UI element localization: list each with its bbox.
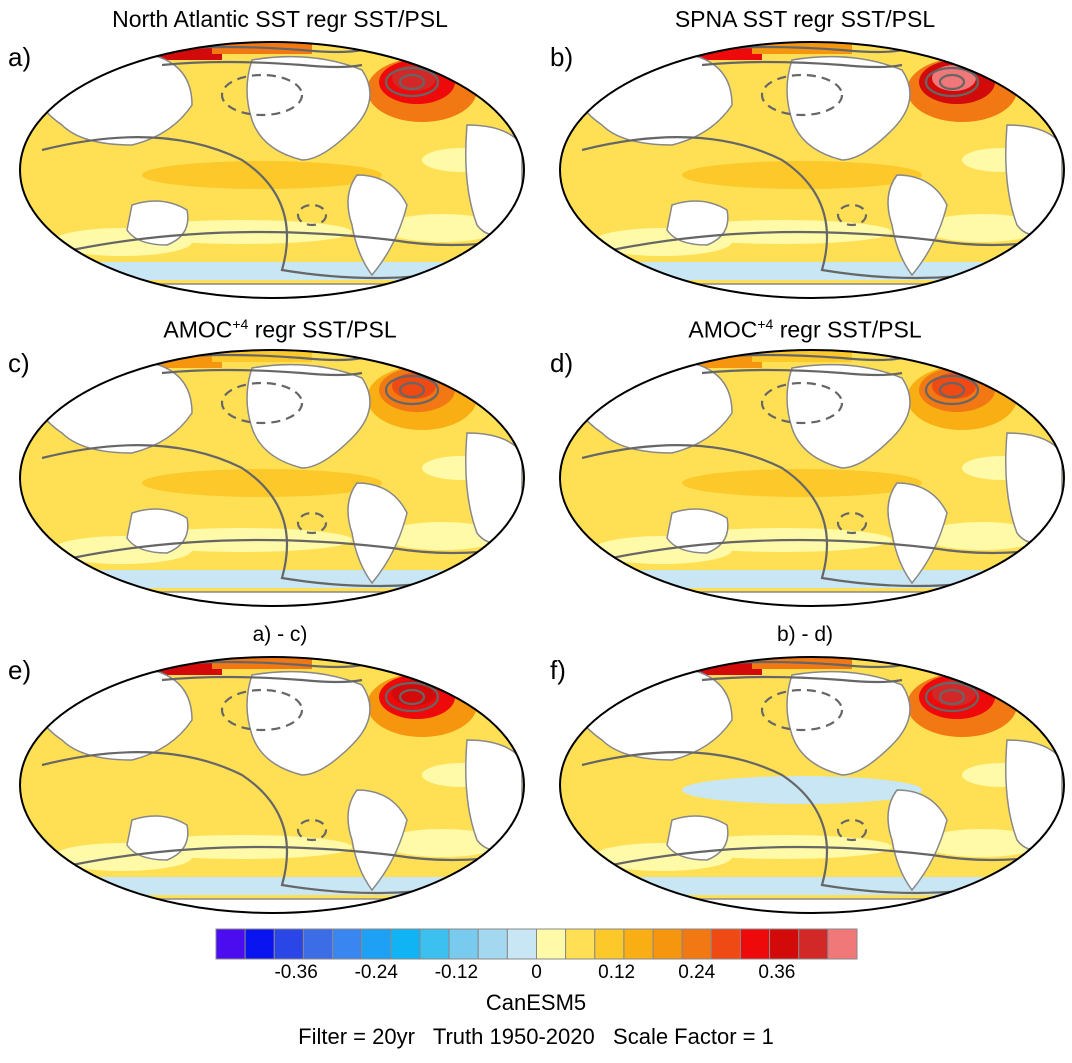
panel-title-d-main: AMOC	[688, 316, 758, 343]
panel-letter-d: d)	[550, 348, 574, 378]
colorbar-swatch	[710, 928, 741, 960]
footer-settings: Filter = 20yr Truth 1950-2020 Scale Fact…	[298, 1024, 774, 1049]
colorbar-swatch	[623, 928, 654, 960]
colorbar-swatch	[448, 928, 479, 960]
panel-title-f: b) - d)	[560, 623, 1050, 647]
map-1	[559, 41, 1065, 299]
colorbar-swatch	[273, 928, 304, 960]
colorbar-swatch	[739, 928, 771, 960]
footer-model: CanESM5	[485, 990, 587, 1015]
map-4	[19, 656, 525, 914]
map-panel-a	[19, 41, 1065, 914]
panel-letter-e: e)	[8, 655, 32, 685]
colorbar-tick-label: 0.12	[598, 962, 636, 983]
panel-title-c: AMOC+4 regr SST/PSL	[35, 316, 525, 344]
panel-title-d-sup: +4	[757, 316, 774, 332]
colorbar-swatch	[332, 928, 363, 960]
colorbar-tick-label: 0.24	[678, 962, 716, 983]
colorbar-swatch	[594, 928, 625, 960]
colorbar-swatch	[536, 928, 567, 960]
colorbar-tick-label: -0.12	[434, 962, 479, 983]
panel-title-b: SPNA SST regr SST/PSL	[560, 6, 1050, 33]
panel-title-c-sup: +4	[232, 316, 249, 332]
panel-letter-c: c)	[8, 348, 30, 378]
colorbar-swatch	[361, 928, 392, 960]
colorbar-tick-label: 0	[531, 962, 542, 983]
colorbar-swatch	[244, 928, 275, 960]
colorbar-tick-label: 0.36	[758, 962, 796, 983]
panel-title-e: a) - c)	[35, 623, 525, 647]
panel-letter-f: f)	[550, 655, 566, 685]
colorbar-swatch	[302, 928, 334, 960]
colorbar-swatch	[390, 928, 421, 960]
colorbar-swatch	[565, 928, 596, 960]
panel-title-d-rest: regr SST/PSL	[773, 316, 922, 343]
panel-title-e-main: a) - c)	[252, 623, 308, 646]
panel-title-a-main: North Atlantic SST regr SST/PSL	[112, 6, 448, 32]
panel-title-f-main: b) - d)	[776, 623, 833, 646]
panel-title-c-main: AMOC	[163, 316, 233, 343]
colorbar-swatch	[477, 928, 508, 960]
panel-title-d: AMOC+4 regr SST/PSL	[560, 316, 1050, 344]
map-3	[559, 349, 1065, 607]
colorbar-swatch	[652, 928, 683, 960]
panel-letter-a: a)	[8, 42, 32, 72]
colorbar-tick-label: -0.36	[274, 962, 318, 983]
panel-letter-b: b)	[550, 42, 574, 72]
colorbar-swatch	[798, 928, 829, 960]
colorbar-swatch	[827, 928, 858, 960]
colorbar-swatch	[681, 928, 712, 960]
colorbar-tick-label: -0.24	[354, 962, 398, 983]
panel-title-c-rest: regr SST/PSL	[248, 316, 397, 343]
panel-title-b-main: SPNA SST regr SST/PSL	[674, 6, 936, 32]
colorbar-swatch	[506, 928, 538, 960]
colorbar-swatch	[419, 928, 450, 960]
colorbar-swatch	[215, 928, 246, 960]
panel-title-a: North Atlantic SST regr SST/PSL	[35, 6, 525, 33]
colorbar-swatch	[769, 928, 800, 960]
